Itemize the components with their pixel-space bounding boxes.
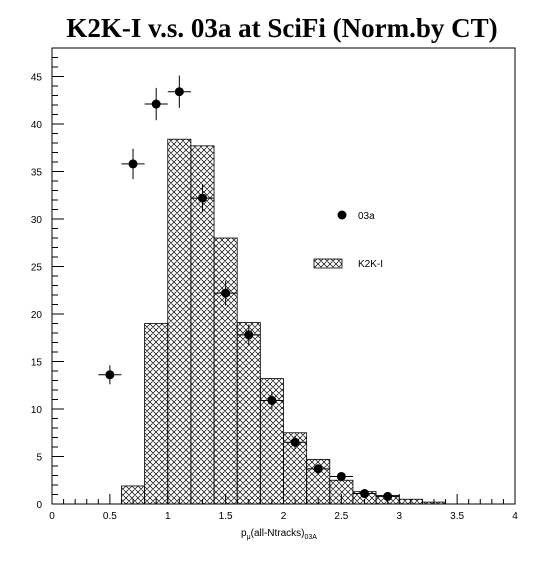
y-tick-label: 10: [31, 405, 43, 416]
legend-marker-03a: [337, 210, 347, 220]
y-axis: 0 5 10 15 20 25 30 35 40 45: [31, 47, 64, 511]
point-marker: [105, 370, 115, 380]
point-marker: [244, 330, 254, 340]
y-tick-label: 0: [36, 500, 42, 511]
y-tick-label: 15: [31, 358, 43, 369]
x-tick-label: 4: [512, 511, 518, 522]
x-tick-label: 2: [281, 511, 287, 522]
histogram-bin: [236, 322, 261, 505]
chart-title: K2K-I v.s. 03a at SciFi (Norm.by CT): [66, 13, 497, 43]
x-tick-label: 3.5: [450, 511, 464, 522]
x-axis-label: pμ(all-Ntracks)03A: [241, 528, 317, 541]
x-axis-label-sub1: μ: [247, 534, 251, 541]
point-marker: [221, 288, 231, 298]
legend-label-03a: 03a: [358, 211, 375, 222]
data-point-03a: [283, 435, 307, 449]
point-marker: [360, 489, 370, 499]
histogram-bin: [144, 323, 169, 505]
data-point-03a: [98, 365, 122, 385]
legend-swatch-k2k: [313, 258, 343, 269]
data-point-03a: [237, 324, 261, 346]
data-point-03a: [306, 464, 330, 474]
x-tick-label: 3: [396, 511, 402, 522]
y-tick-label: 25: [31, 263, 43, 274]
x-axis-label-mid: (all-Ntracks): [251, 528, 305, 539]
y-tick-label: 35: [31, 168, 43, 179]
x-tick-label: 0: [49, 511, 55, 522]
histogram-bin: [213, 237, 238, 505]
x-tick-label: 0.5: [103, 511, 117, 522]
x-tick-label: 2.5: [334, 511, 348, 522]
point-marker: [267, 395, 277, 405]
legend-label-k2k: K2K-I: [358, 259, 383, 270]
data-point-03a: [167, 75, 191, 108]
point-marker: [151, 99, 161, 109]
points-series-03a: [98, 75, 400, 501]
point-marker: [174, 87, 184, 97]
x-tick-label: 1.5: [219, 511, 233, 522]
data-point-03a: [260, 391, 284, 409]
data-point-03a: [376, 491, 400, 501]
y-tick-label: 30: [31, 215, 43, 226]
data-point-03a: [329, 471, 353, 481]
x-tick-label: 1: [165, 511, 171, 522]
point-marker: [128, 159, 138, 169]
point-marker: [290, 437, 300, 447]
point-marker: [313, 464, 323, 474]
data-point-03a: [214, 280, 238, 306]
x-axis-label-main: p: [241, 528, 247, 539]
x-axis-label-sub2: 03A: [305, 534, 318, 541]
data-point-03a: [121, 148, 145, 180]
data-point-03a: [190, 183, 215, 213]
x-axis: 0 0.5 1 1.5 2 2.5 3 3.5 4: [49, 494, 518, 522]
histogram-bin: [167, 138, 192, 505]
y-tick-label: 20: [31, 310, 43, 321]
legend: 03a K2K-I: [313, 210, 383, 270]
y-tick-label: 45: [31, 73, 43, 84]
data-point-03a: [144, 87, 168, 121]
data-point-03a: [352, 489, 377, 499]
y-tick-label: 5: [36, 453, 42, 464]
point-marker: [383, 491, 393, 501]
y-tick-label: 40: [31, 120, 43, 131]
point-marker: [336, 471, 346, 481]
point-marker: [197, 193, 207, 203]
